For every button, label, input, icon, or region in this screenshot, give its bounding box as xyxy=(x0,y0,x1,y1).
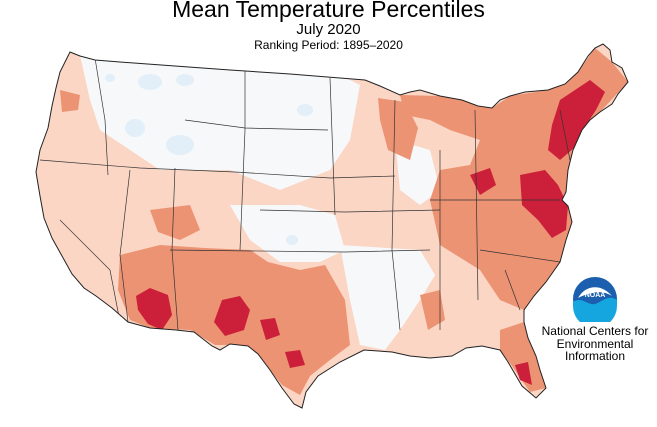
map-title: Mean Temperature Percentiles xyxy=(172,0,485,22)
agency-line-1: National Centers for xyxy=(541,324,649,338)
ranking-period: Ranking Period: 1895–2020 xyxy=(254,38,403,52)
map-period: July 2020 xyxy=(296,21,361,38)
agency-line-2: Environmental xyxy=(556,336,634,351)
agency-name: National Centers for Environmental Infor… xyxy=(532,325,657,363)
svg-text:NOAA: NOAA xyxy=(585,292,606,299)
agency-line-3: Information xyxy=(564,349,626,363)
noaa-logo-icon: NOAA xyxy=(573,277,617,322)
